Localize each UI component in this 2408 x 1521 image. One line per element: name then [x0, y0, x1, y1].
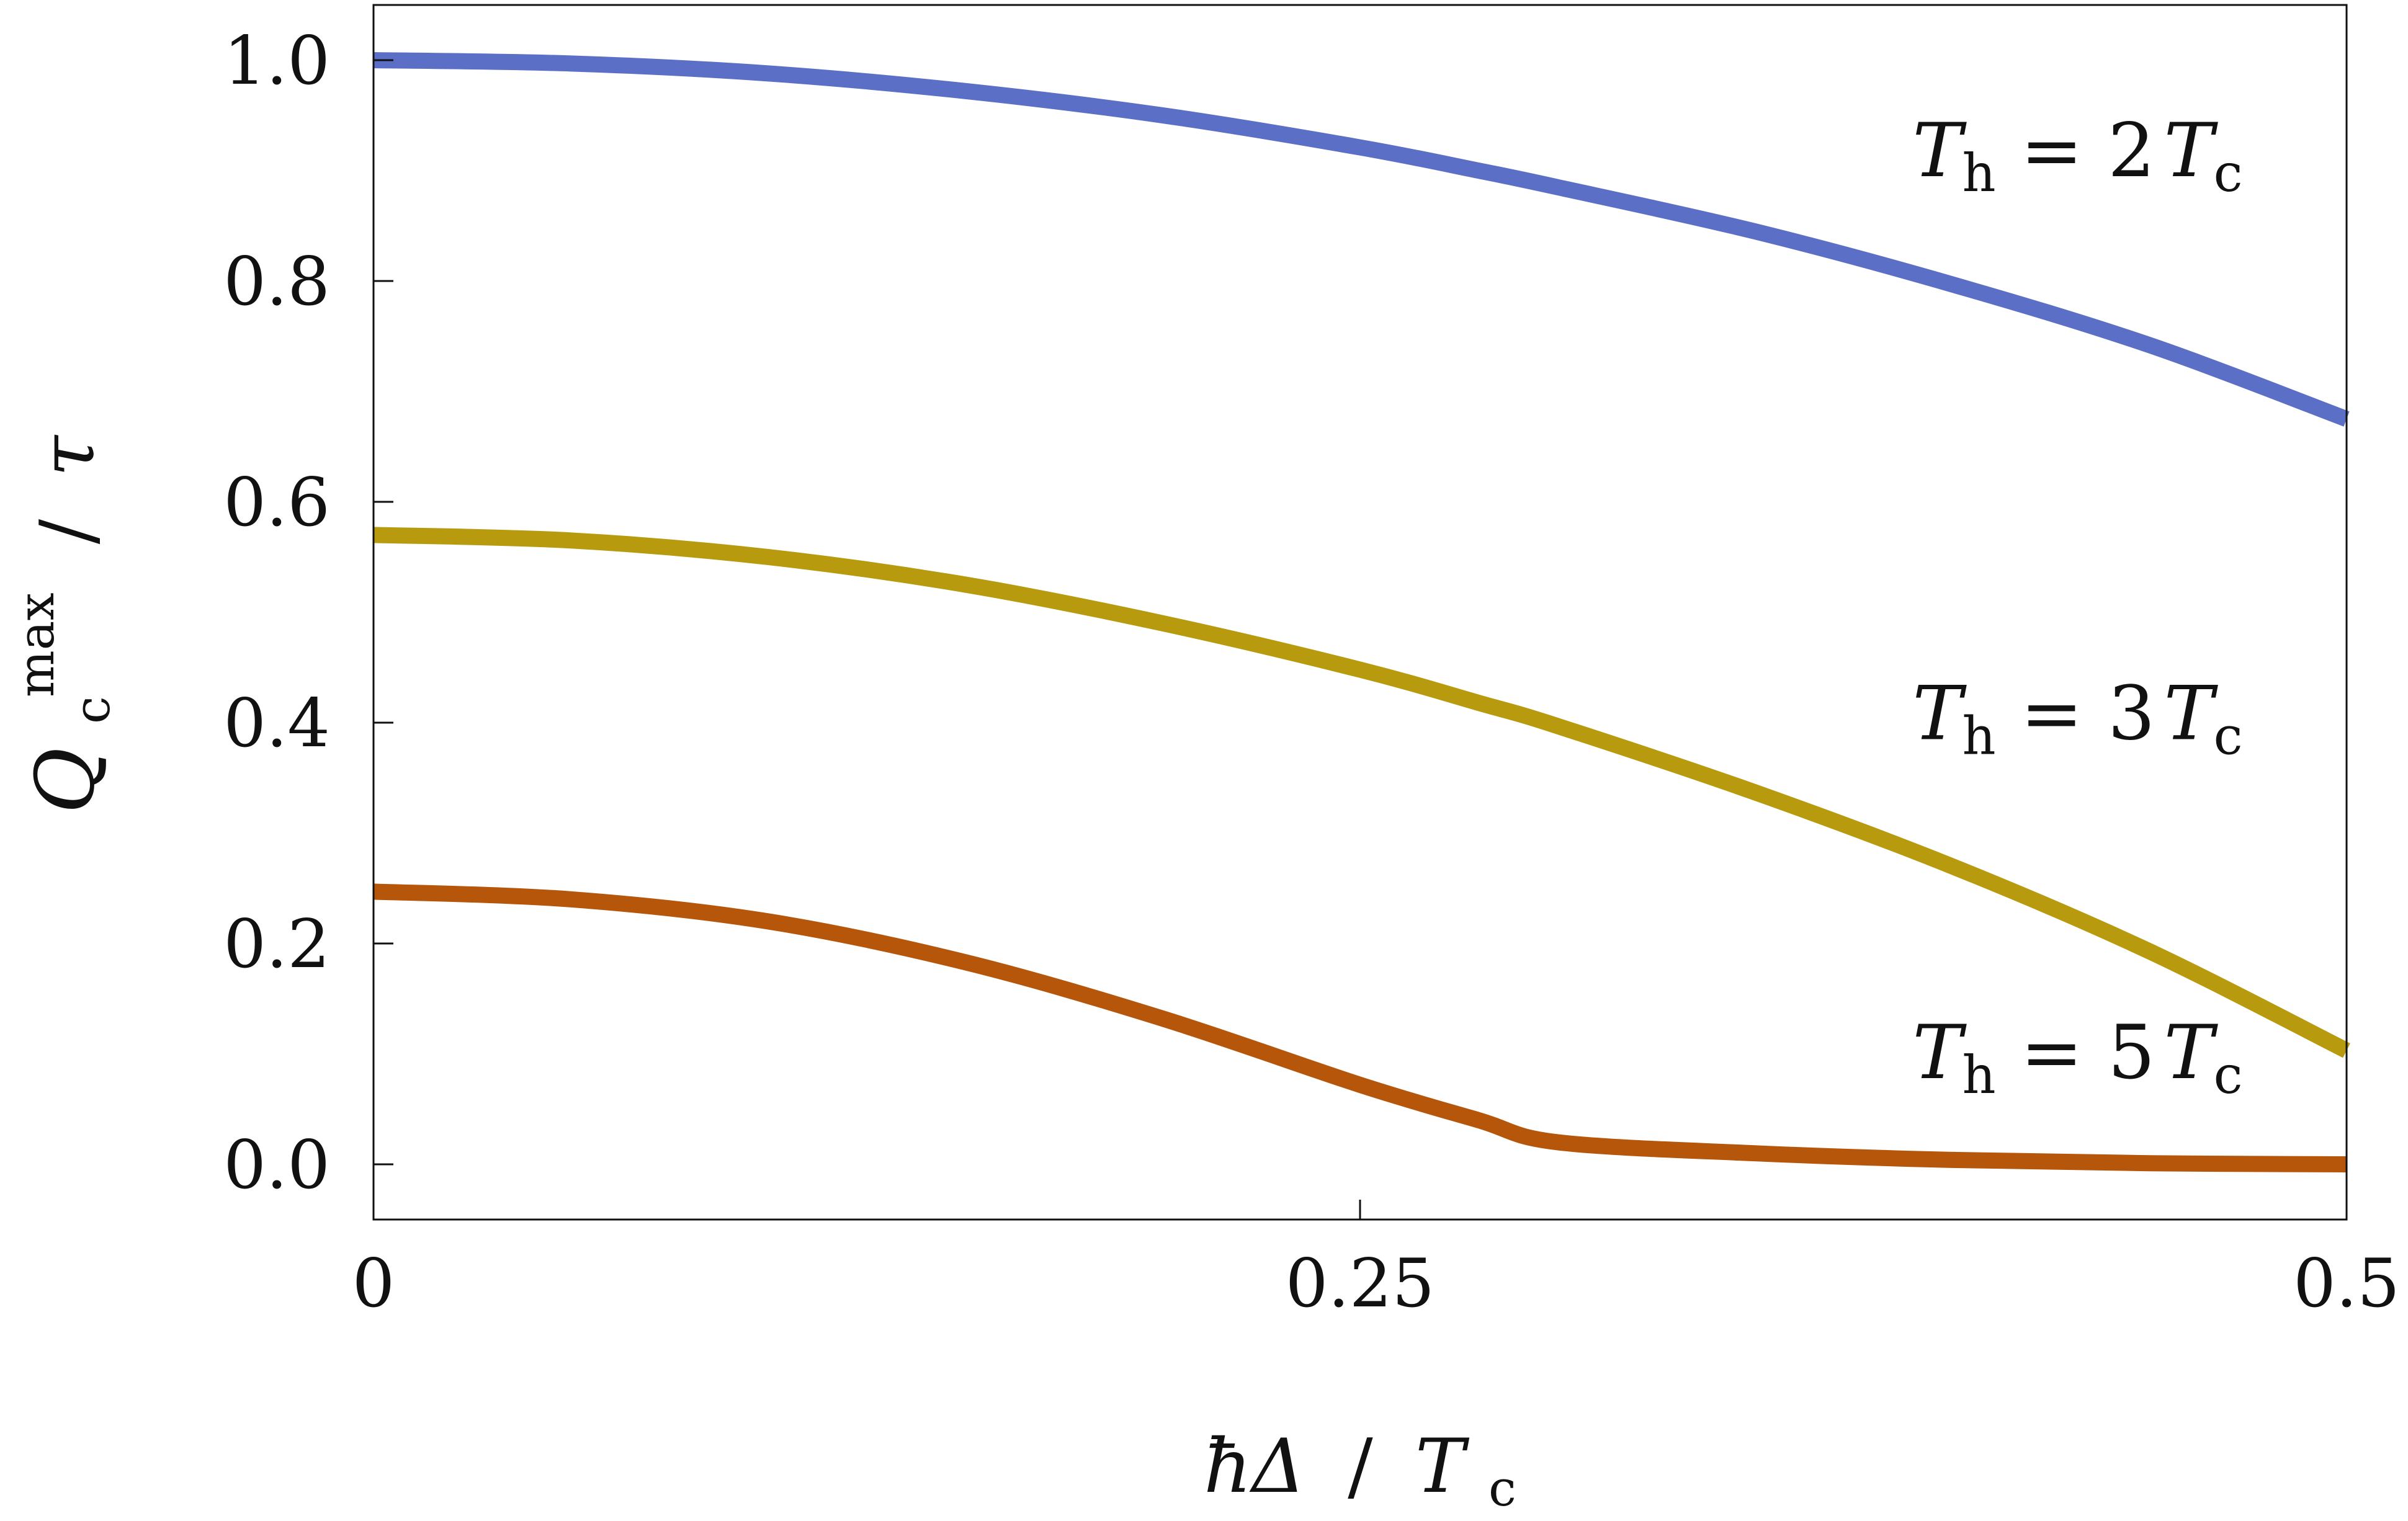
y-tick-label: 1.0: [223, 22, 330, 100]
x-axis-title-prefix: ħΔ: [1204, 1424, 1305, 1510]
series-label-part: 2: [2108, 108, 2155, 194]
y-tick-label: 0.4: [223, 685, 330, 762]
x-tick-label: 0.25: [1286, 1245, 1435, 1323]
series-label-1: Th = 2 Tc: [1912, 108, 2242, 203]
y-axis-title-sup: max: [7, 592, 65, 697]
series-label-part: T: [1912, 108, 1967, 194]
series-label-part: T: [2164, 671, 2218, 757]
series-label-part: c: [2214, 1045, 2243, 1105]
series-label-part: T: [2164, 108, 2218, 194]
y-axis-title-sep: /: [25, 519, 111, 544]
series-label-3: Th = 5 Tc: [1912, 1010, 2242, 1105]
series-line-3: [373, 883, 2347, 1172]
x-axis-title: ħΔ / T c: [1204, 1424, 1516, 1517]
series-line-1: [373, 52, 2350, 427]
y-tick-label: 0.0: [223, 1126, 330, 1204]
x-axis-title-var: T: [1415, 1424, 1470, 1510]
series-label-part: h: [1962, 1045, 1995, 1105]
y-tick-label: 0.8: [223, 243, 330, 321]
series-label-part: T: [1912, 1010, 1967, 1096]
x-tick-label: 0: [352, 1245, 395, 1323]
series-label-part: =: [2021, 108, 2084, 194]
series-label-part: h: [1962, 706, 1995, 767]
y-tick-label: 0.6: [223, 464, 330, 542]
series-line-2: [373, 527, 2350, 1058]
series-label-part: 3: [2108, 671, 2155, 757]
x-axis-title-sep: /: [1348, 1424, 1373, 1510]
y-tick-label: 0.2: [223, 906, 330, 983]
series-label-part: c: [2214, 143, 2243, 203]
y-axis-title-denom: τ: [25, 435, 111, 477]
series-label-part: T: [2164, 1010, 2218, 1096]
y-axis-title-sub: c: [63, 696, 121, 724]
series-label-part: h: [1962, 143, 1995, 203]
series-layer: [373, 52, 2350, 1172]
y-axis-title-var: Q: [18, 747, 112, 814]
ticks-layer: 0.0 0.2 0.4 0.6 0.8 1.0 0 0.25 0.5: [223, 22, 2400, 1323]
series-label-part: c: [2214, 706, 2243, 767]
series-label-part: =: [2021, 671, 2084, 757]
x-tick-label: 0.5: [2293, 1245, 2400, 1323]
series-label-part: 5: [2108, 1010, 2155, 1096]
series-label-part: T: [1912, 671, 1967, 757]
series-label-2: Th = 3 Tc: [1912, 671, 2242, 767]
y-axis-title: Q c max / τ: [0, 435, 127, 814]
series-label-part: =: [2021, 1010, 2084, 1096]
x-axis-title-sub: c: [1488, 1460, 1516, 1517]
